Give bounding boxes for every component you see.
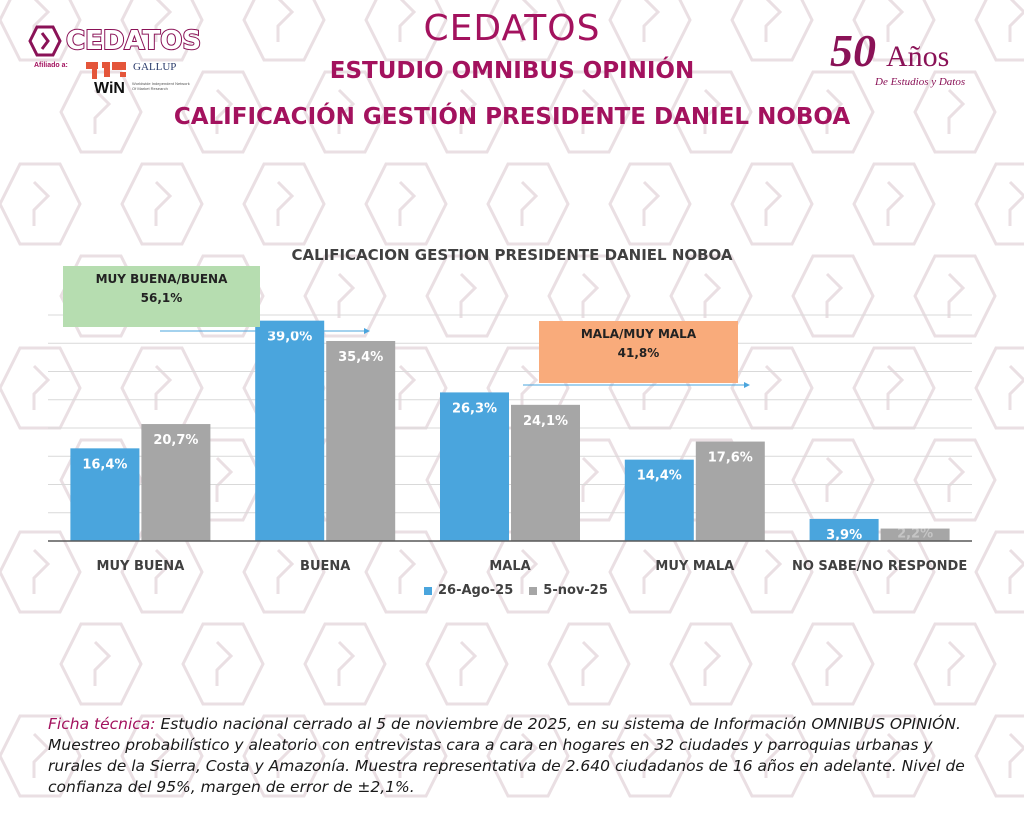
- x-tick-label: MUY BUENA: [97, 559, 185, 574]
- x-tick-label: NO SABE/NO RESPONDE: [792, 559, 967, 574]
- gallup-logo: GALLUP: [133, 61, 177, 73]
- positive-callout-value: 56,1%: [140, 291, 183, 305]
- page-heading: CALIFICACIÓN GESTIÓN PRESIDENTE DANIEL N…: [173, 104, 851, 130]
- legend-label-series-2: 5-nov-25: [543, 583, 608, 598]
- bar-2-3: [511, 404, 580, 541]
- affiliated-label: Afiliado a:: [34, 62, 68, 69]
- anniversary-logo: 50 Años De Estudios y Datos: [830, 25, 1000, 98]
- technical-note-text: Estudio nacional cerrado al 5 de noviemb…: [48, 715, 965, 796]
- bar-1-5: [809, 518, 879, 541]
- technical-note: Ficha técnica: Estudio nacional cerrado …: [48, 714, 988, 798]
- bar-2-2: [326, 340, 396, 541]
- chart-legend: 26-Ago-25 5-nov-25: [424, 583, 608, 598]
- negative-callout-label: MALA/MUY MALA: [580, 327, 697, 341]
- positive-callout: MUY BUENA/BUENA 56,1%: [63, 266, 260, 327]
- x-tick-label: MUY MALA: [655, 559, 734, 574]
- bar-1-1: [70, 448, 140, 541]
- trend-arrow-head-positive: [364, 328, 370, 334]
- x-tick-label: BUENA: [300, 559, 350, 574]
- anniversary-number: 50: [830, 25, 876, 76]
- bar-label: 17,6%: [708, 451, 753, 466]
- bar-1-4: [624, 459, 694, 541]
- bar-label: 35,4%: [338, 350, 383, 365]
- bar-label: 16,4%: [82, 457, 127, 472]
- page-title: CEDATOS: [423, 8, 601, 49]
- anniversary-subtitle: De Estudios y Datos: [875, 76, 966, 88]
- bar-label: 24,1%: [523, 414, 568, 429]
- trend-arrow-head-negative: [744, 382, 750, 388]
- brand-name: CEDATOS: [65, 25, 202, 57]
- bar-2-1: [141, 424, 211, 541]
- bar-label: 39,0%: [267, 330, 312, 345]
- bar-label: 2,2%: [897, 527, 933, 542]
- negative-callout-value: 41,8%: [617, 346, 660, 360]
- bar-label: 14,4%: [637, 469, 682, 484]
- world-map-icon: [86, 62, 126, 79]
- cedatos-hex-icon: [28, 25, 62, 57]
- bar-1-3: [440, 392, 509, 541]
- win-logo: WiN: [94, 80, 125, 97]
- bar-label: 20,7%: [153, 433, 198, 448]
- x-tick-label: MALA: [489, 559, 530, 574]
- positive-callout-label: MUY BUENA/BUENA: [95, 272, 228, 286]
- technical-note-label: Ficha técnica:: [48, 715, 156, 733]
- bar-2-4: [695, 441, 765, 541]
- legend-swatch-series-1: [424, 586, 432, 595]
- legend-label-series-1: 26-Ago-25: [438, 583, 514, 598]
- chart-title: CALIFICACION GESTION PRESIDENTE DANIEL N…: [291, 246, 733, 264]
- legend-swatch-series-2: [529, 586, 538, 595]
- legend-item-series-2: 5-nov-25: [529, 583, 608, 598]
- negative-callout: MALA/MUY MALA 41,8%: [539, 321, 738, 383]
- page-subtitle: ESTUDIO OMNIBUS OPINIÓN: [329, 58, 695, 84]
- bar-1-2: [255, 320, 325, 541]
- bar-label: 3,9%: [826, 528, 862, 543]
- bar-label: 26,3%: [452, 401, 497, 416]
- anniversary-word: Años: [886, 40, 950, 73]
- bar-2-5: [880, 528, 950, 541]
- win-subtitle: Worldwide Independent Network Of Market …: [132, 81, 190, 91]
- legend-item-series-1: 26-Ago-25: [424, 583, 513, 598]
- cedatos-logo: CEDATOS Afiliado a: GALLUP WiN Worldwide…: [28, 24, 208, 104]
